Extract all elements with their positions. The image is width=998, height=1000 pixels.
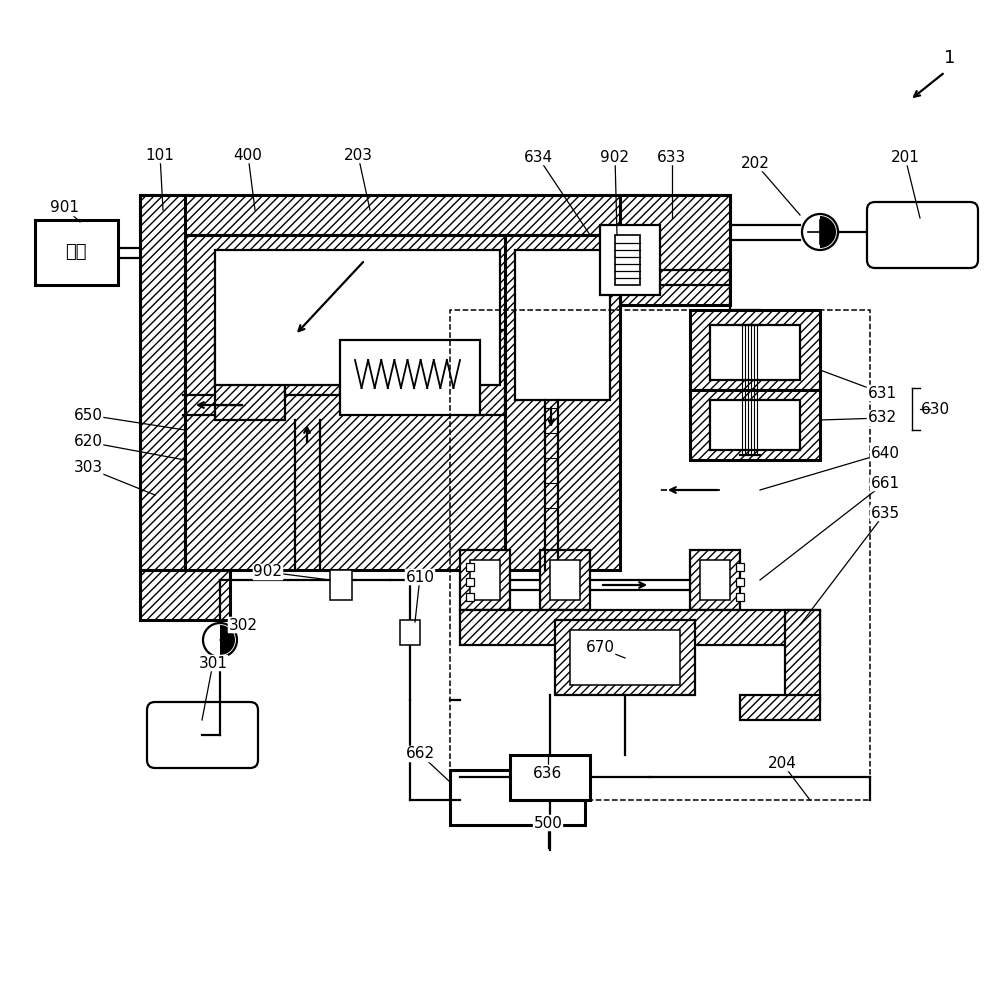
Text: 640: 640 — [870, 446, 899, 460]
Bar — [575, 633, 675, 681]
Bar — [540, 550, 590, 610]
Bar — [330, 570, 352, 600]
Text: 902: 902 — [601, 149, 630, 164]
Text: 636: 636 — [533, 766, 563, 780]
Text: 662: 662 — [405, 746, 434, 762]
Bar — [710, 400, 800, 450]
Bar — [460, 610, 820, 645]
Text: 631: 631 — [867, 385, 896, 400]
Text: 670: 670 — [586, 641, 615, 656]
Bar — [140, 570, 230, 620]
Polygon shape — [820, 216, 836, 248]
Bar — [530, 260, 605, 395]
Bar — [740, 695, 820, 720]
Text: 620: 620 — [74, 434, 103, 450]
Text: 500: 500 — [534, 816, 563, 830]
Bar — [600, 235, 615, 285]
Bar — [140, 195, 185, 570]
Text: 101: 101 — [146, 147, 175, 162]
Bar — [736, 593, 744, 601]
Text: 203: 203 — [343, 147, 372, 162]
Bar — [215, 250, 500, 385]
Text: 633: 633 — [658, 149, 687, 164]
Bar — [400, 620, 420, 645]
FancyBboxPatch shape — [867, 202, 978, 268]
Bar — [550, 560, 580, 600]
Bar — [710, 325, 800, 380]
Text: 634: 634 — [523, 149, 553, 164]
Text: 635: 635 — [870, 506, 899, 520]
Bar — [515, 250, 610, 400]
Text: 632: 632 — [867, 410, 896, 426]
Bar — [465, 330, 505, 415]
Text: 630: 630 — [920, 401, 949, 416]
Text: 400: 400 — [234, 147, 262, 162]
Bar — [555, 620, 695, 695]
Bar — [460, 550, 510, 610]
Text: 902: 902 — [253, 564, 282, 580]
Bar — [640, 235, 660, 285]
Bar — [35, 220, 118, 285]
Text: 301: 301 — [199, 656, 228, 670]
FancyBboxPatch shape — [147, 702, 258, 768]
Bar — [510, 755, 590, 800]
Text: 610: 610 — [405, 570, 434, 584]
Bar — [620, 195, 730, 305]
Text: 202: 202 — [741, 155, 769, 170]
Bar — [700, 560, 730, 600]
Bar — [140, 195, 730, 235]
Text: 引擎: 引擎 — [65, 243, 87, 261]
Bar — [736, 563, 744, 571]
Bar — [785, 610, 820, 700]
Text: 204: 204 — [767, 756, 796, 770]
Text: 201: 201 — [890, 149, 919, 164]
Bar — [690, 390, 820, 460]
Text: 661: 661 — [870, 476, 899, 490]
Bar — [466, 563, 474, 571]
Bar — [450, 770, 585, 825]
Bar — [185, 235, 505, 570]
Bar — [690, 310, 820, 390]
Text: 650: 650 — [74, 408, 103, 422]
Bar — [600, 225, 660, 295]
Polygon shape — [220, 625, 235, 655]
Text: 1: 1 — [944, 49, 956, 67]
Bar — [470, 560, 500, 600]
Bar — [570, 630, 680, 685]
Bar — [466, 578, 474, 586]
Bar — [285, 355, 340, 395]
Bar — [450, 310, 870, 800]
Bar — [690, 550, 740, 610]
Bar — [505, 235, 620, 570]
Text: 901: 901 — [51, 200, 80, 216]
Bar — [466, 593, 474, 601]
Bar — [615, 235, 640, 285]
Text: 302: 302 — [229, 617, 257, 633]
Text: 303: 303 — [74, 460, 103, 476]
Bar — [215, 340, 285, 420]
Bar — [736, 578, 744, 586]
Bar — [340, 340, 480, 415]
